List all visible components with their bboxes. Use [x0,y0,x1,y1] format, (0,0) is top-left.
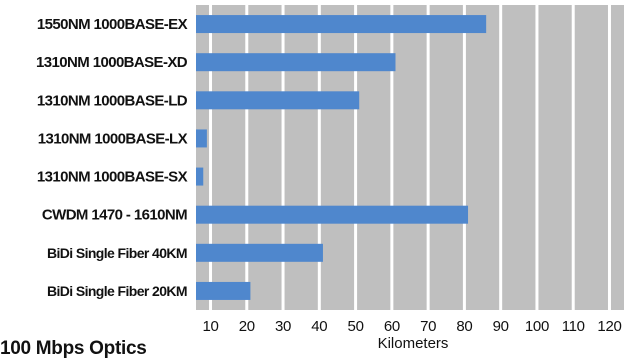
plot-area [196,5,624,310]
bar [196,167,204,186]
x-tick-label: 10 [202,318,218,335]
x-tick-label: 20 [239,318,255,335]
bar-chart: 1550NM 1000BASE-EX 1310NM 1000BASE-XD 1310… [36,5,624,351]
x-tick-label: 100 [525,318,549,335]
category-label: 1310NM 1000BASE-LX [38,130,188,147]
x-axis-title: Kilometers [378,335,449,351]
bar [196,205,469,224]
bar [196,91,360,110]
bars [196,15,487,300]
x-tick-labels: 10 20 30 40 50 60 70 80 90 100 110 120 [202,318,621,335]
x-tick-label: 90 [493,318,509,335]
category-label: BiDi Single Fiber 40KM [47,245,187,261]
x-tick-label: 30 [275,318,291,335]
bar [196,15,487,34]
x-tick-label: 80 [456,318,472,335]
x-tick-label: 120 [597,318,621,335]
category-label: 1310NM 1000BASE-XD [36,54,188,71]
category-labels: 1550NM 1000BASE-EX 1310NM 1000BASE-XD 1310… [36,16,188,299]
x-tick-label: 40 [311,318,327,335]
bar [196,281,251,300]
x-tick-label: 110 [562,318,585,335]
category-label: BiDi Single Fiber 20KM [47,283,187,299]
bar [196,243,323,262]
x-tick-label: 50 [348,318,364,335]
bar [196,129,207,148]
category-label: 1310NM 1000BASE-SX [37,169,188,186]
x-tick-label: 70 [420,318,436,335]
footer-caption: 100 Mbps Optics [0,338,147,359]
category-label: 1310NM 1000BASE-LD [37,92,188,109]
category-label: CWDM 1470 - 1610NM [42,207,187,224]
bar [196,53,396,72]
x-tick-label: 60 [384,318,400,335]
category-label: 1550NM 1000BASE-EX [37,16,188,33]
